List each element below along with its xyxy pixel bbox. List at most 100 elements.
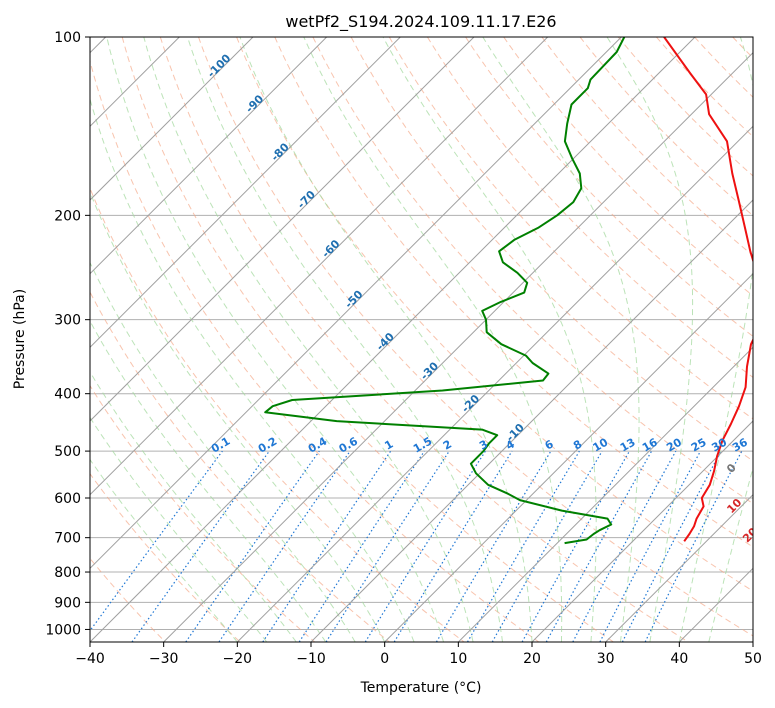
isotherm bbox=[90, 37, 549, 496]
chart-title: wetPf2_S194.2024.109.11.17.E26 bbox=[285, 12, 556, 32]
isotherm bbox=[90, 37, 696, 642]
x-tick-label: 50 bbox=[744, 651, 762, 667]
dry-adiabat bbox=[503, 37, 753, 297]
x-tick-label: 20 bbox=[523, 651, 541, 667]
mixing-ratio-label: 25 bbox=[689, 436, 709, 455]
moist-adiabat bbox=[187, 37, 503, 642]
moist-adiabat bbox=[106, 37, 445, 642]
moist-adiabat bbox=[90, 458, 238, 642]
y-axis-label: Pressure (hPa) bbox=[12, 289, 28, 389]
dry-adiabat bbox=[90, 472, 241, 642]
moist-adiabat bbox=[482, 37, 640, 642]
dry-adiabat bbox=[90, 291, 390, 642]
isotherm bbox=[90, 37, 475, 422]
plot-frame bbox=[89, 36, 754, 643]
mixing-ratio-line bbox=[131, 450, 270, 642]
dry-adiabat bbox=[579, 37, 753, 217]
y-tick-label: 700 bbox=[54, 531, 81, 547]
mixing-ratio-label: 36 bbox=[730, 435, 750, 454]
mixing-ratio-line bbox=[364, 450, 486, 642]
moist-adiabats bbox=[90, 37, 753, 642]
grid-lines bbox=[90, 37, 753, 630]
axis-ticks: −40 −30 −20 −10 0 10 20 30 40 5010020030040050060… bbox=[45, 30, 762, 667]
x-tick-label: 40 bbox=[670, 651, 688, 667]
mixing-ratio-label: 1.5 bbox=[411, 435, 434, 456]
mixing-ratio-label: 10 bbox=[591, 435, 611, 454]
moist-adiabat-label: 20 bbox=[740, 525, 760, 545]
isotherm-label: -100 bbox=[205, 51, 234, 80]
mixing-ratio-label: 0.4 bbox=[306, 434, 330, 455]
dry-adiabat bbox=[656, 37, 753, 138]
y-tick-label: 200 bbox=[54, 208, 81, 224]
moist-adiabat-label: 0 bbox=[724, 461, 739, 476]
isotherm bbox=[236, 125, 753, 642]
mixing-ratio-label: 16 bbox=[640, 435, 660, 454]
mixing-ratio-line bbox=[521, 450, 631, 642]
x-tick-label: −40 bbox=[75, 651, 105, 667]
x-tick-label: −30 bbox=[149, 651, 179, 667]
mixing-ratio-line bbox=[185, 450, 320, 642]
isotherm-label: -30 bbox=[418, 359, 441, 382]
dry-adiabat bbox=[388, 37, 753, 420]
x-tick-label: −10 bbox=[296, 651, 326, 667]
isotherm bbox=[163, 51, 753, 642]
moist-adiabat bbox=[90, 261, 356, 642]
dry-adiabat bbox=[90, 186, 465, 642]
y-tick-label: 500 bbox=[54, 444, 81, 460]
dry-adiabat bbox=[236, 37, 753, 592]
y-tick-label: 300 bbox=[54, 313, 81, 329]
dry-adiabat bbox=[465, 37, 753, 337]
isotherm-label: -20 bbox=[459, 392, 482, 415]
overlay-labels: 0.1 0.2 0.4 0.6 1 1.5 2 3 4 6 8 10 13 16 20 25 30 36-100-… bbox=[205, 51, 775, 601]
y-tick-label: 600 bbox=[54, 491, 81, 507]
y-tick-label: 900 bbox=[54, 595, 81, 611]
moist-adiabat bbox=[678, 37, 753, 642]
isotherm-label: -70 bbox=[295, 188, 318, 211]
x-tick-label: 0 bbox=[380, 651, 389, 667]
dry-adiabat bbox=[312, 37, 753, 505]
mixing-ratio-line bbox=[644, 450, 743, 642]
mixing-ratio-line bbox=[572, 450, 677, 642]
mixing-ratio-line bbox=[262, 450, 392, 642]
mixing-ratio-line bbox=[298, 450, 425, 642]
isotherm-label: -50 bbox=[342, 288, 365, 311]
dewpoint-profile-line bbox=[264, 37, 626, 545]
isotherm bbox=[605, 493, 753, 642]
isotherms bbox=[90, 37, 753, 642]
moist-adiabat bbox=[303, 37, 563, 642]
isotherm bbox=[457, 346, 753, 642]
isotherm-label: -40 bbox=[374, 330, 397, 353]
dry-adiabat bbox=[90, 384, 316, 642]
moist-adiabat bbox=[143, 37, 474, 642]
isotherm bbox=[90, 37, 401, 349]
x-tick-label: −20 bbox=[223, 651, 253, 667]
isotherm-label: -60 bbox=[319, 237, 342, 260]
mixing-ratio-label: 2 bbox=[441, 438, 454, 453]
dry-adiabat bbox=[694, 37, 753, 98]
plot-area: 0.1 0.2 0.4 0.6 1 1.5 2 3 4 6 8 10 13 16 20 25 30 36-100-… bbox=[90, 37, 775, 642]
dry-adiabat bbox=[159, 37, 689, 642]
dry-adiabat bbox=[198, 37, 753, 637]
dry-adiabat bbox=[771, 37, 775, 642]
x-tick-label: 30 bbox=[597, 651, 615, 667]
mixing-ratio-label: 0.2 bbox=[256, 435, 279, 456]
dry-adiabat bbox=[274, 37, 753, 548]
moist-adiabat-label: 40 bbox=[763, 581, 775, 601]
mixing-ratio-label: 0.6 bbox=[337, 434, 361, 455]
moist-adiabat bbox=[239, 37, 533, 642]
isotherm bbox=[90, 37, 254, 201]
mixing-ratio-label: 13 bbox=[618, 436, 638, 455]
isotherm bbox=[752, 641, 753, 642]
dry-adiabat bbox=[121, 37, 614, 642]
dry-adiabat bbox=[90, 59, 540, 642]
dry-adiabats bbox=[90, 37, 775, 642]
mixing-ratio-line bbox=[218, 450, 351, 642]
moist-adiabat bbox=[90, 370, 297, 642]
mixing-ratio-line bbox=[599, 450, 702, 642]
isotherm bbox=[531, 420, 753, 642]
mixing-ratio-line bbox=[545, 450, 653, 642]
moist-adiabat-label: 30 bbox=[751, 554, 771, 574]
mixing-ratio-label: 6 bbox=[543, 437, 556, 452]
y-tick-label: 400 bbox=[54, 387, 81, 403]
